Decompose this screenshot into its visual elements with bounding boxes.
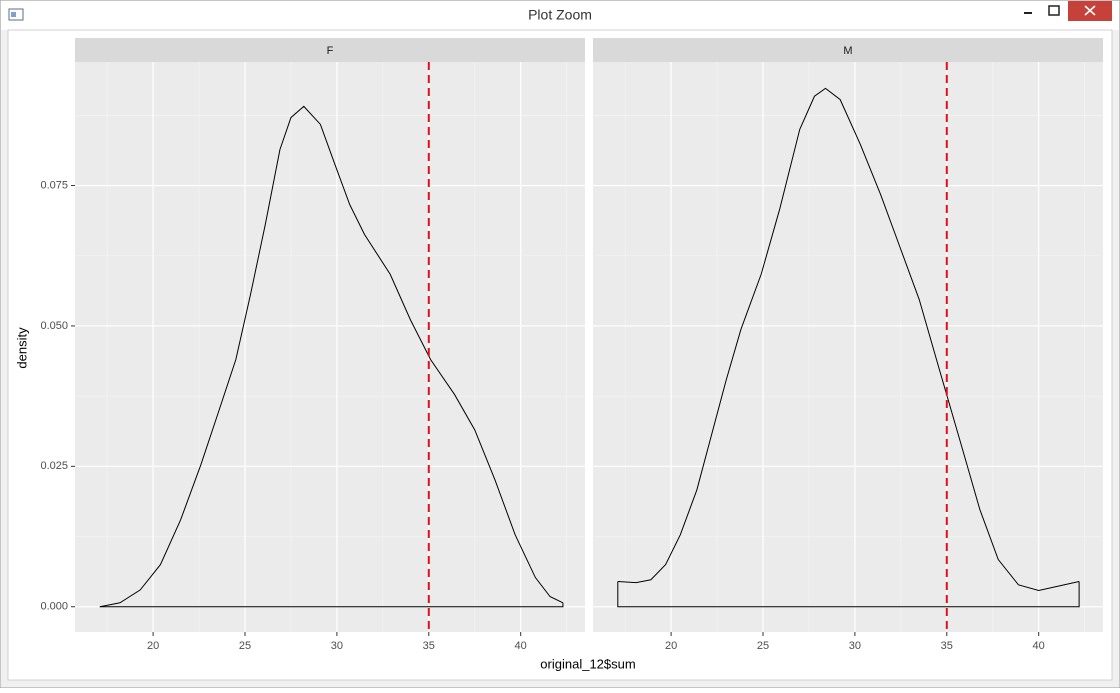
close-icon [1084,5,1096,16]
y-axis-label: density [14,327,29,369]
density-line [617,87,1080,591]
title-bar [1,1,1119,30]
density-baseline [99,602,564,608]
x-tick-label: 20 [147,640,159,652]
panel-background [593,62,1103,632]
x-tick-label: 40 [515,640,527,652]
x-tick-label: 35 [941,640,953,652]
x-tick-label: 20 [665,640,677,652]
y-tick-label: 0.025 [40,460,68,472]
density-line [99,105,564,608]
x-axis-label: original_12$sum [540,656,635,671]
x-tick-label: 25 [757,640,769,652]
x-tick-label: 25 [239,640,251,652]
y-tick-label: 0.000 [40,601,68,613]
minimize-button[interactable] [1024,12,1032,14]
panel-background [75,62,585,632]
y-tick-label: 0.075 [40,179,68,191]
x-tick-label: 35 [423,640,435,652]
strip [593,38,1103,62]
density-baseline [617,581,1080,608]
strip [75,38,585,62]
x-tick-label: 40 [1033,640,1045,652]
window-title: Plot Zoom [528,7,592,23]
x-tick-label: 30 [849,640,861,652]
strip-label: M [843,45,852,57]
strip-label: F [327,45,334,57]
y-tick-label: 0.050 [40,320,68,332]
x-tick-label: 30 [331,640,343,652]
window-icon-detail [11,12,16,17]
maximize-button[interactable] [1048,5,1060,16]
